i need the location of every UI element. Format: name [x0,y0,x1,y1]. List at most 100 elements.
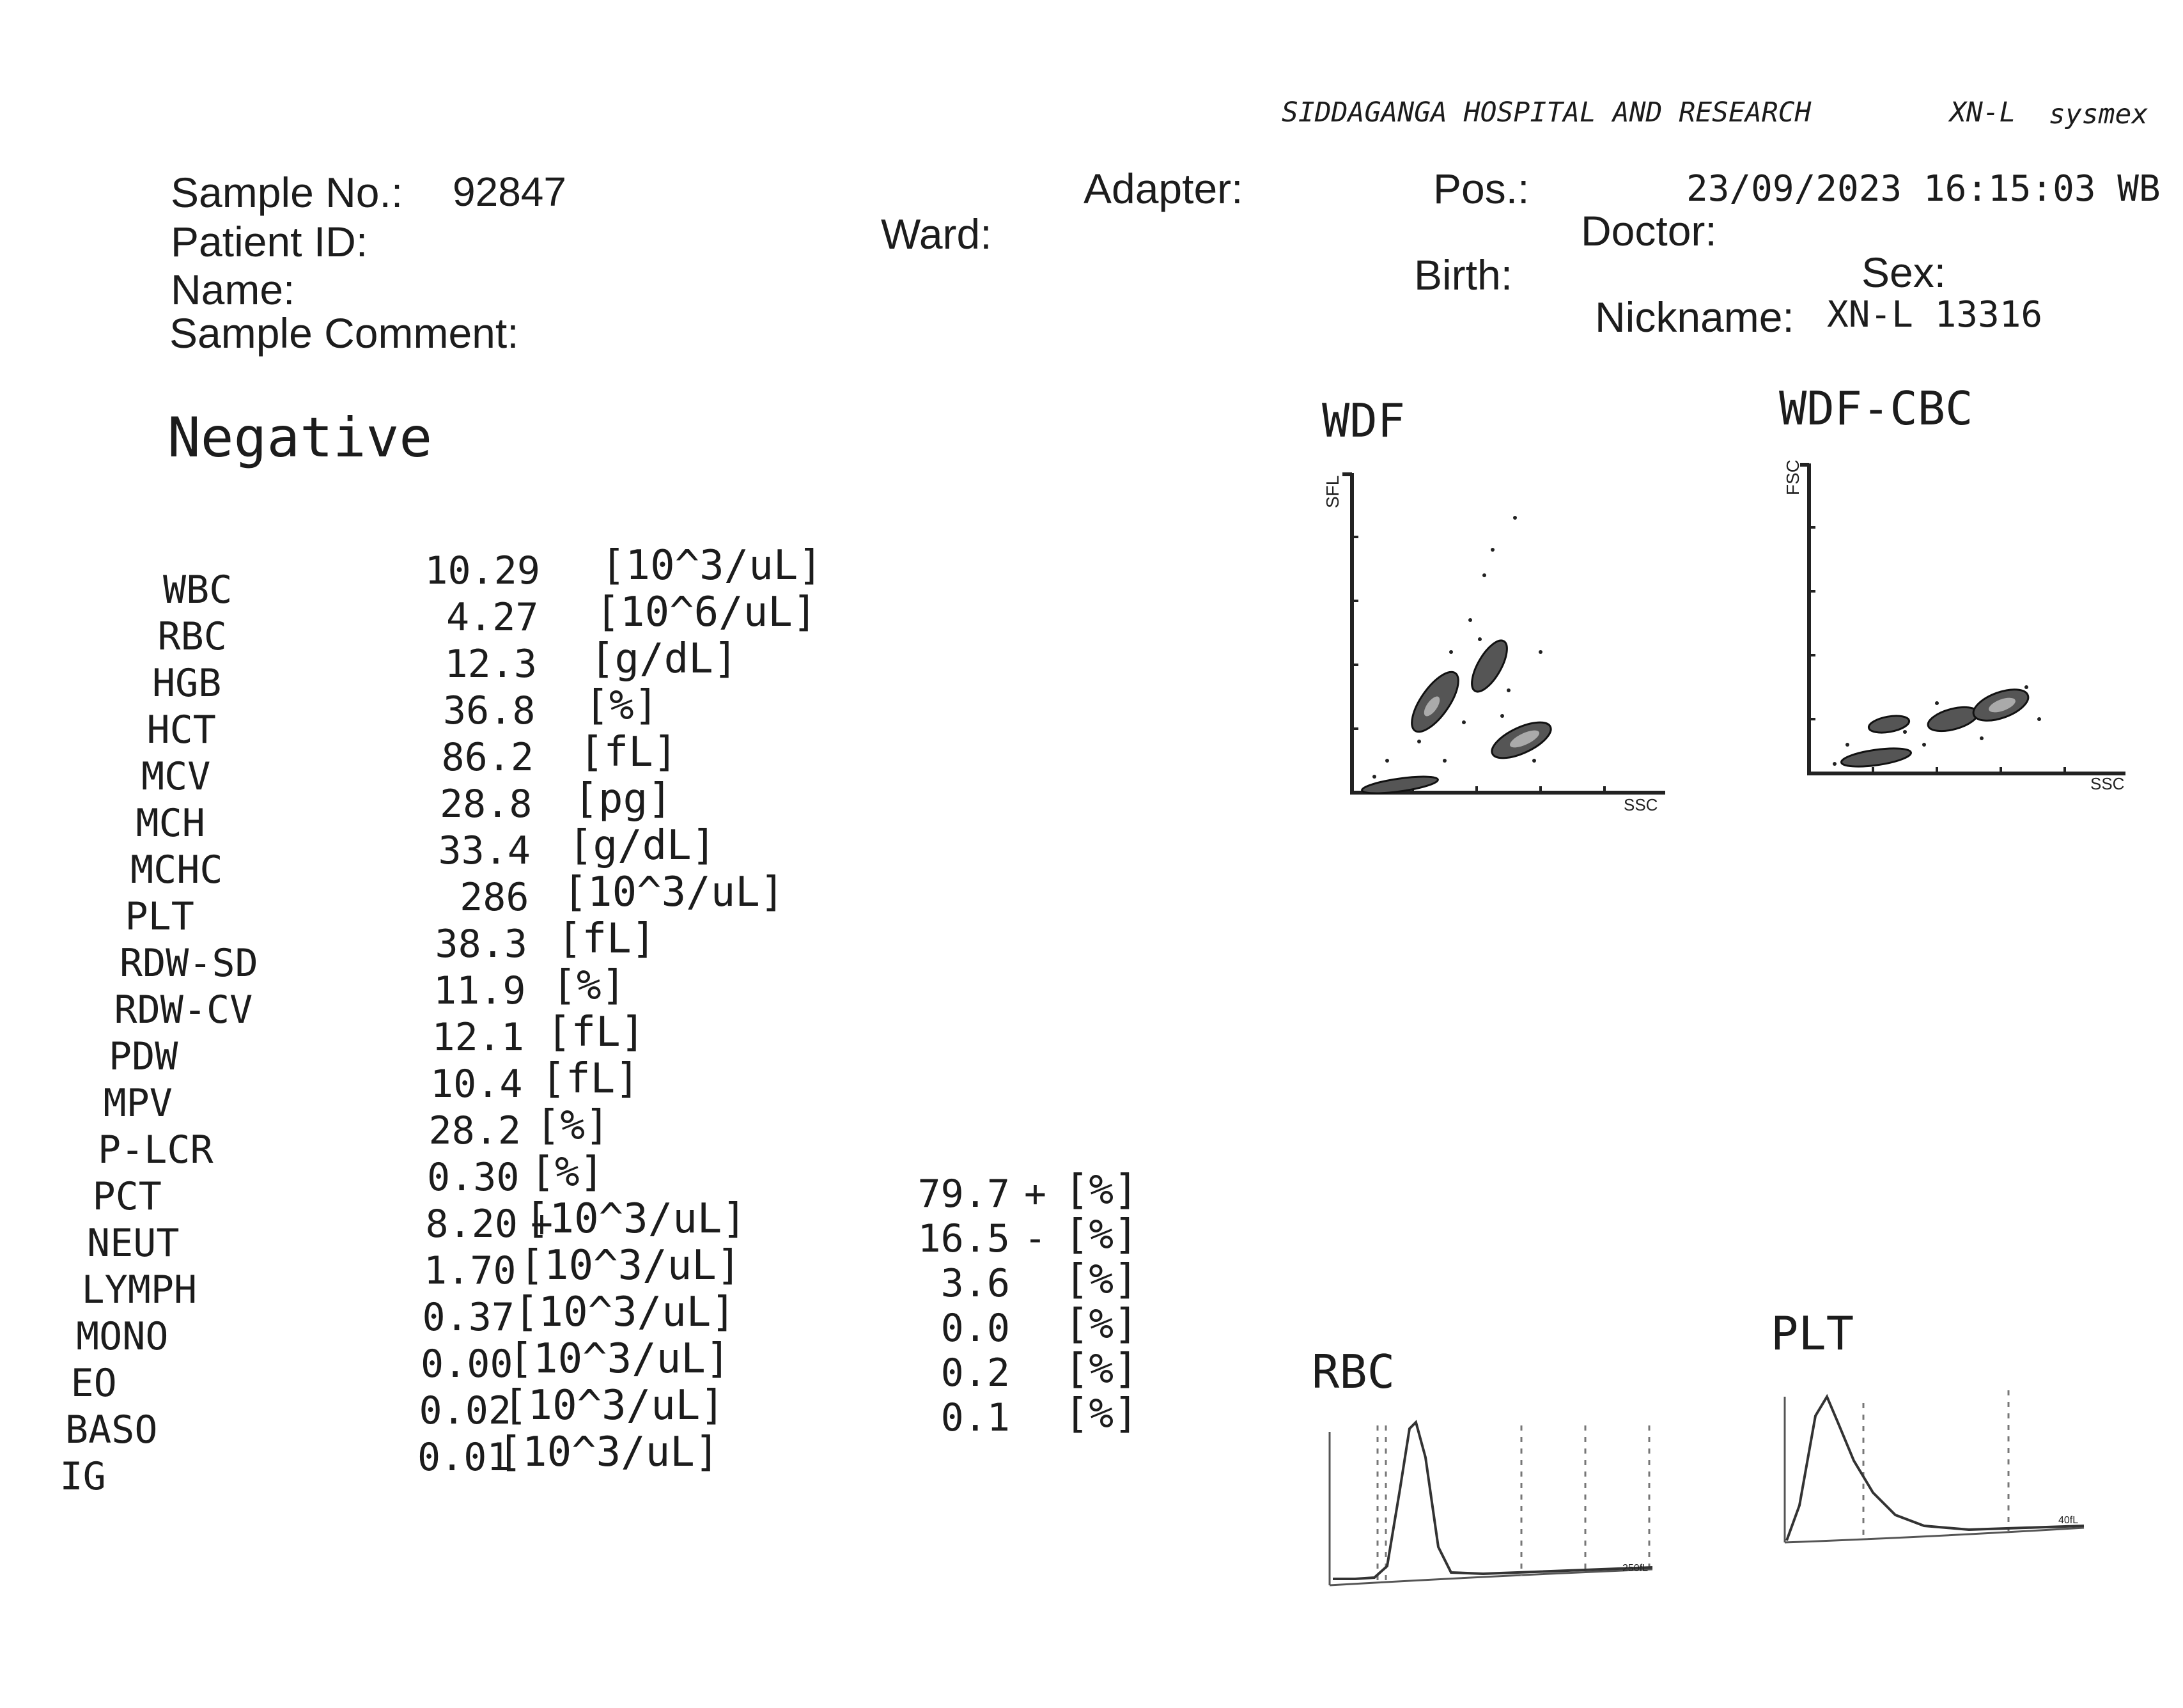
result-value: 0.37 [422,1295,515,1340]
wdf-plot-title: WDF [1322,394,1406,447]
result-unit: [fL] [557,915,656,963]
sex-label: Sex: [1861,249,1946,296]
sample-no-value: 92847 [453,169,566,215]
result-unit: [g/dL] [590,635,738,683]
result-value: 10.29 [424,548,540,593]
result-param-name: PDW [109,1034,178,1079]
result-value: 1.70 [424,1248,517,1293]
result-unit: [10^3/uL] [503,1382,725,1429]
result-value: 33.4 [438,828,531,873]
result-unit: [10^3/uL] [514,1289,736,1336]
nickname-value: XN-L 13316 [1827,294,2043,336]
wdf-cbc-scattergram: FSC SSC [1783,460,2125,793]
result-value: 8.20 [425,1202,518,1246]
result-param-name: MPV [103,1081,173,1126]
result-percent-value: 79.7 [917,1172,1011,1216]
rbc-histogram-x-end-label: 250fL [1622,1563,1648,1574]
patient-id-label: Patient ID: [171,218,368,265]
result-value: 12.1 [431,1015,525,1060]
result-value: 0.30 [427,1155,520,1200]
result-value: 0.00 [421,1342,513,1386]
result-value: 10.4 [430,1062,523,1106]
result-param-name: LYMPH [81,1268,198,1312]
brand-name: sysmex [2049,98,2148,130]
result-unit: [fL] [579,729,678,776]
adapter-label: Adapter: [1084,165,1243,212]
result-param-name: P-LCR [98,1128,214,1172]
report-datetime: 23/09/2023 16:15:03 WB [1686,168,2161,210]
birth-label: Birth: [1414,251,1513,299]
institution-name: SIDDAGANGA HOSPITAL AND RESEARCH [1282,97,1812,128]
result-percent-unit: [%] [1064,1346,1138,1393]
result-param-name: PCT [92,1174,162,1219]
result-percent-flag: - [1024,1216,1046,1260]
result-param-name: MCV [141,754,211,799]
result-percent-unit: [%] [1064,1301,1138,1348]
result-unit: [g/dL] [568,822,717,869]
sample-no-label: Sample No.: [171,169,403,216]
result-param-name: WBC [163,568,233,612]
result-value: 28.8 [440,782,532,827]
result-unit: [10^3/uL] [563,869,785,916]
result-percent-flag: + [1024,1172,1046,1215]
analyzer-model: XN-L [1950,97,2016,128]
result-param-name: NEUT [87,1221,180,1266]
wdf-y-axis-label: SFL [1323,476,1342,508]
result-param-name: RDW-SD [120,941,258,986]
result-value: 286 [460,875,529,920]
result-unit: [10^6/uL] [595,589,818,636]
result-value: 12.3 [444,642,538,687]
result-percent-unit: [%] [1064,1211,1138,1259]
result-flag: + [531,1202,553,1245]
wdf-cbc-y-axis-label: FSC [1783,460,1803,495]
result-percent-value: 0.1 [940,1395,1010,1440]
result-unit: [10^3/uL] [525,1195,747,1243]
result-param-name: IG [59,1454,106,1499]
result-unit: [10^3/uL] [601,542,823,589]
result-value: 38.3 [435,922,528,967]
wdf-scattergram: SFL SSC [1323,472,1665,812]
result-percent-unit: [%] [1064,1256,1138,1303]
result-unit: [%] [584,682,659,729]
result-value: 0.02 [419,1388,512,1433]
result-value: 36.8 [443,688,536,733]
result-unit: [%] [530,1149,605,1196]
result-unit: [10^3/uL] [519,1242,742,1289]
result-value: 11.9 [433,968,526,1013]
result-unit: [10^3/uL] [497,1429,720,1476]
result-param-name: RDW-CV [114,988,253,1032]
judgment-text: Negative [167,406,433,470]
name-label: Name: [171,266,295,313]
nickname-label: Nickname: [1595,293,1794,341]
result-param-name: HGB [152,661,222,706]
rbc-histogram-title: RBC [1312,1345,1395,1399]
result-value: 86.2 [441,735,534,780]
result-value: 0.01 [417,1435,510,1480]
result-unit: [fL] [541,1055,640,1103]
result-percent-value: 0.0 [940,1306,1010,1351]
wdf-x-axis-label: SSC [1624,795,1658,812]
ward-label: Ward: [881,210,992,258]
result-percent-unit: [%] [1064,1390,1138,1438]
plt-histogram-title: PLT [1771,1307,1854,1360]
result-param-name: EO [70,1361,117,1406]
result-unit: [fL] [547,1009,646,1056]
result-unit: [pg] [573,775,672,823]
result-value: 28.2 [428,1108,522,1153]
doctor-label: Doctor: [1581,207,1717,254]
plt-histogram-x-end-label: 40fL [2058,1515,2078,1526]
result-unit: [%] [536,1102,610,1149]
result-percent-value: 0.2 [940,1351,1010,1395]
result-unit: [%] [552,962,626,1009]
result-param-name: MCH [136,801,205,846]
result-param-name: MONO [76,1314,169,1359]
result-unit: [10^3/uL] [508,1335,731,1383]
result-param-name: RBC [157,614,227,659]
wdf-cbc-x-axis-label: SSC [2090,774,2124,793]
result-param-name: HCT [146,708,216,752]
result-percent-value: 16.5 [917,1216,1011,1261]
result-param-name: PLT [125,894,194,939]
result-percent-value: 3.6 [940,1261,1010,1306]
result-param-name: MCHC [130,848,223,892]
